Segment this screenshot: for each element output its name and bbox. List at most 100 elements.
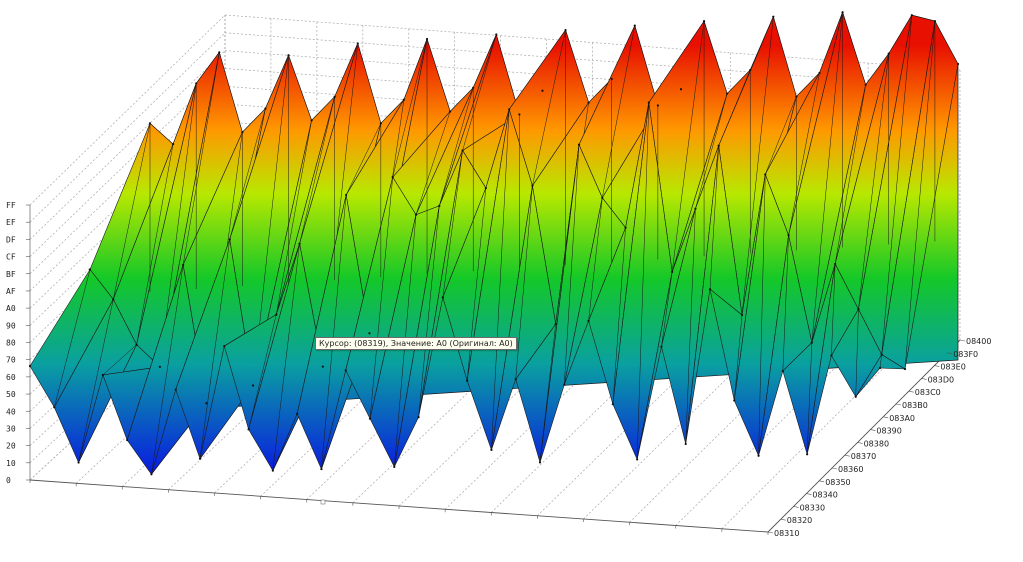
data-point <box>830 354 833 357</box>
data-point <box>647 101 650 104</box>
data-point <box>587 319 590 323</box>
data-point <box>53 406 56 409</box>
mesh-line <box>858 53 889 310</box>
x-axis <box>29 480 769 535</box>
data-point <box>878 366 882 370</box>
data-point <box>88 268 92 271</box>
data-point <box>514 378 517 381</box>
data-point <box>441 296 444 299</box>
depth-tick-label: 083E0 <box>940 363 965 372</box>
grid-line <box>224 50 961 106</box>
data-point <box>472 86 475 89</box>
depth-tick <box>857 442 863 444</box>
data-point <box>296 412 299 415</box>
mesh-line <box>695 93 728 209</box>
depth-tick-label: 08380 <box>864 439 889 448</box>
surface-mesh <box>28 11 960 476</box>
data-point <box>933 19 937 23</box>
grid-line <box>29 14 226 206</box>
data-point <box>910 14 913 17</box>
y-tick-label: 70 <box>6 356 16 365</box>
mesh-line <box>855 309 859 397</box>
mesh-line <box>879 354 882 369</box>
depth-tick <box>921 378 927 380</box>
depth-tick-label: 08370 <box>851 452 876 461</box>
grid-line <box>224 14 961 71</box>
y-tick-label: 90 <box>6 321 16 330</box>
y-tick-label: AF <box>6 287 16 296</box>
data-point <box>391 176 394 179</box>
mesh-line <box>831 263 836 356</box>
data-point <box>484 186 487 190</box>
mesh-line <box>734 314 743 401</box>
mesh-line <box>765 96 797 175</box>
depth-tick-label: 083D0 <box>928 375 955 384</box>
y-tick-label: 50 <box>6 390 16 399</box>
depth-tick-label: 08330 <box>800 503 825 512</box>
depth-tick-label: 08320 <box>787 516 812 525</box>
mesh-line <box>102 344 137 376</box>
mesh-line <box>78 299 114 463</box>
data-point <box>344 369 347 372</box>
data-point <box>449 110 452 113</box>
data-point <box>781 369 784 373</box>
data-point <box>636 458 639 461</box>
mesh-line <box>612 227 626 405</box>
mesh-line <box>199 239 230 459</box>
data-point <box>563 383 566 386</box>
depth-tick-label: 08310 <box>774 529 799 538</box>
data-point <box>772 15 775 18</box>
data-point <box>368 417 372 420</box>
y-tick-label: 40 <box>6 407 16 416</box>
mesh-line <box>636 102 650 460</box>
data-point <box>182 263 185 267</box>
grid-line <box>398 319 593 507</box>
depth-axis: 08310 08320 08330 08340 08350 08360 08370 08380… <box>767 337 991 538</box>
data-point <box>321 365 324 368</box>
data-point <box>414 213 418 216</box>
y-tick-label: 20 <box>6 442 16 451</box>
mesh-line <box>671 21 705 272</box>
data-point <box>601 196 604 199</box>
data-point <box>749 68 752 72</box>
mesh-line <box>151 264 184 475</box>
data-point <box>508 108 511 111</box>
data-point <box>241 131 244 134</box>
data-point <box>171 143 175 146</box>
mesh-line <box>369 177 393 419</box>
data-point <box>368 332 371 335</box>
depth-tick <box>806 493 812 495</box>
data-point <box>495 33 498 36</box>
data-point <box>251 384 255 387</box>
data-point <box>310 119 313 122</box>
data-point <box>671 270 674 274</box>
mesh-line <box>806 342 813 455</box>
mesh-line <box>418 205 440 418</box>
mesh-line <box>741 16 774 316</box>
data-point <box>271 469 274 472</box>
mesh-line <box>345 123 382 196</box>
data-point <box>764 173 767 176</box>
mesh-line <box>276 120 312 315</box>
cursor-tooltip: Курсор: (08319), Значение: A0 (Оригинал:… <box>315 337 517 350</box>
data-point <box>806 453 809 456</box>
mesh-line <box>602 25 636 198</box>
mesh-line <box>113 123 151 300</box>
mesh-line <box>758 174 766 456</box>
depth-tick-label: 083A0 <box>889 414 915 423</box>
data-point <box>228 238 231 241</box>
mesh-line <box>248 314 277 430</box>
mesh-line <box>442 150 463 298</box>
depth-tick <box>831 467 838 470</box>
data-point <box>564 28 567 32</box>
data-point <box>810 341 813 344</box>
data-point <box>903 367 907 371</box>
data-point <box>854 395 857 398</box>
data-point <box>223 344 226 348</box>
y-tick-label: FF <box>6 201 16 210</box>
data-point <box>425 37 429 41</box>
data-point <box>518 113 521 116</box>
mesh-line <box>588 197 603 321</box>
mesh-line <box>321 194 347 470</box>
mesh-line <box>782 235 789 371</box>
